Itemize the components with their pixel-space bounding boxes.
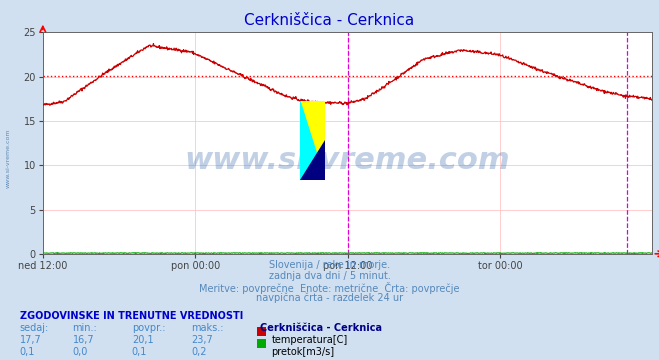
Text: 0,0: 0,0 — [72, 347, 88, 357]
Text: pretok[m3/s]: pretok[m3/s] — [272, 347, 335, 357]
Text: zadnja dva dni / 5 minut.: zadnja dva dni / 5 minut. — [269, 271, 390, 281]
Text: 17,7: 17,7 — [20, 335, 42, 345]
Text: www.si-vreme.com: www.si-vreme.com — [6, 129, 11, 188]
Text: 0,1: 0,1 — [132, 347, 147, 357]
Polygon shape — [300, 101, 325, 180]
Text: ZGODOVINSKE IN TRENUTNE VREDNOSTI: ZGODOVINSKE IN TRENUTNE VREDNOSTI — [20, 311, 243, 321]
Text: min.:: min.: — [72, 323, 98, 333]
Polygon shape — [300, 101, 325, 180]
Text: sedaj:: sedaj: — [20, 323, 49, 333]
Text: povpr.:: povpr.: — [132, 323, 165, 333]
Polygon shape — [300, 140, 325, 180]
Text: navpična črta - razdelek 24 ur: navpična črta - razdelek 24 ur — [256, 292, 403, 303]
Text: 16,7: 16,7 — [72, 335, 94, 345]
Text: Slovenija / reke in morje.: Slovenija / reke in morje. — [269, 260, 390, 270]
Text: 0,2: 0,2 — [191, 347, 207, 357]
Text: 0,1: 0,1 — [20, 347, 35, 357]
Text: Cerkniščica - Cerknica: Cerkniščica - Cerknica — [260, 323, 382, 333]
Text: 20,1: 20,1 — [132, 335, 154, 345]
Text: temperatura[C]: temperatura[C] — [272, 335, 348, 345]
Text: www.si-vreme.com: www.si-vreme.com — [185, 146, 511, 175]
Text: Meritve: povprečne  Enote: metrične  Črta: povprečje: Meritve: povprečne Enote: metrične Črta:… — [199, 282, 460, 293]
Text: maks.:: maks.: — [191, 323, 223, 333]
Text: Cerkniščica - Cerknica: Cerkniščica - Cerknica — [244, 13, 415, 28]
Text: 23,7: 23,7 — [191, 335, 213, 345]
